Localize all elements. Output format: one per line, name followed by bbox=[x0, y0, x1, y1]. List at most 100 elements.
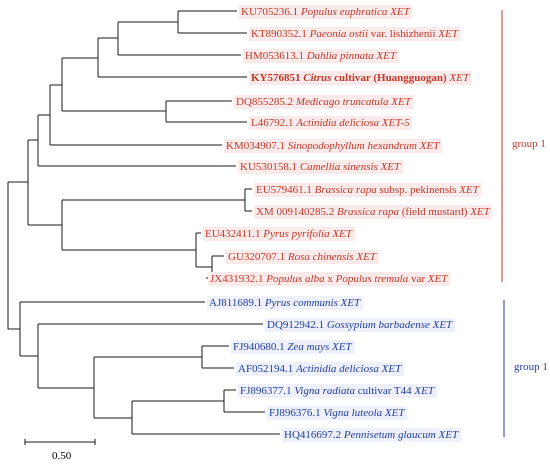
tip-accession: EU579461.1 bbox=[256, 184, 315, 196]
tip-qualifier: cultivar T44 bbox=[355, 385, 412, 397]
tip-qualifier: subsp. pekinensis bbox=[377, 184, 457, 196]
tip-label: JX431932.1 Populus alba x Populus tremul… bbox=[210, 273, 448, 285]
tip-label-bg bbox=[249, 27, 461, 41]
tip-gene: XET bbox=[329, 341, 352, 353]
tip-label: AJ811689.1 Pyrus communis XET bbox=[209, 297, 361, 309]
tip-label: KY576851 Citrus cultivar (Huangguogan) X… bbox=[251, 72, 470, 84]
tip-species: Actinidia deliciosa bbox=[295, 117, 379, 129]
tip-species: Vigna radiata bbox=[294, 385, 355, 397]
tip-label-bg bbox=[238, 160, 404, 174]
tip-gene: XET bbox=[447, 72, 470, 84]
tip-species: Pennisetum glaucum bbox=[343, 429, 436, 441]
tip-accession: XM 009140285.2 bbox=[256, 206, 337, 218]
tip-label-bg bbox=[208, 272, 451, 286]
tip-gene: XET bbox=[430, 319, 453, 331]
tip-label: HQ416697.2 Pennisetum glaucum XET bbox=[284, 429, 459, 441]
tip-species: Rosa chinensis bbox=[287, 251, 354, 263]
tip-species: Vigna luteola bbox=[323, 407, 382, 419]
tip-gene: XET bbox=[388, 96, 411, 108]
tip-label: KT890352.1 Paeonia ostii var. lishizheni… bbox=[251, 28, 459, 40]
tip-gene: XET bbox=[412, 385, 435, 397]
tip-label-bg bbox=[236, 362, 405, 376]
tip-accession: KM034907.1 bbox=[226, 140, 288, 152]
tip-label-bg bbox=[249, 116, 413, 130]
tip-label: AF052194.1 Actinidia deliciosa XET bbox=[238, 363, 402, 375]
tip-label: EU432411.1 Pyrus pyrifolia XET bbox=[205, 228, 353, 240]
tip-label: GU320707.1 Rosa chinensis XET bbox=[228, 251, 377, 263]
tip-gene: XET bbox=[387, 6, 410, 18]
tip-label-bg bbox=[226, 250, 379, 264]
tip-label-bg bbox=[231, 340, 355, 354]
tip-label-bg bbox=[267, 406, 408, 420]
tip-species: Actinidia deliciosa bbox=[295, 363, 379, 375]
tip-gene: XET bbox=[374, 50, 397, 62]
tip-gene: XET bbox=[417, 140, 440, 152]
tip-gene: XET bbox=[436, 429, 459, 441]
tip-label-bg bbox=[243, 49, 399, 63]
tip-accession: JX431932.1 bbox=[210, 273, 266, 285]
group-1-label: group 1 bbox=[512, 138, 546, 150]
tip-species: Sinopodophyllum hexandrum bbox=[288, 140, 417, 152]
tip-accession: KU530158.1 bbox=[240, 161, 300, 173]
tip-label: L46792.1 Actinidia deliciosa XET-5 bbox=[251, 117, 410, 129]
scale-bar-label: 0.50 bbox=[52, 450, 72, 462]
tip-accession: HQ416697.2 bbox=[284, 429, 344, 441]
tip-accession: KT890352.1 bbox=[251, 28, 310, 40]
tip-species: Pyrus pyrifolia bbox=[262, 228, 330, 240]
group-brackets: group 1 group 1 bbox=[501, 10, 548, 437]
tip-label: XM 009140285.2 Brassica rapa (field must… bbox=[256, 206, 491, 218]
tip-accession: KY576851 bbox=[251, 72, 303, 84]
tip-label: EU579461.1 Brassica rapa subsp. pekinens… bbox=[256, 184, 480, 196]
tip-species: Camellia sinensis bbox=[300, 161, 378, 173]
group-2-label: group 1 bbox=[514, 361, 548, 373]
tip-species: Populus alba bbox=[265, 273, 325, 285]
tip-gene: XET bbox=[338, 297, 361, 309]
tip-accession: HM053613.1 bbox=[245, 50, 307, 62]
tip-gene: XET-5 bbox=[379, 117, 410, 129]
tip-species: Brassica rapa bbox=[315, 184, 378, 196]
tip-label-bg bbox=[282, 428, 462, 442]
tip-gene: XET bbox=[425, 273, 448, 285]
tip-label: FJ940680.1 Zea mays XET bbox=[233, 341, 352, 353]
tip-species: Citrus bbox=[303, 72, 331, 84]
tip-accession: L46792.1 bbox=[251, 117, 296, 129]
tip-label-bg bbox=[207, 296, 364, 310]
tip-label-bg bbox=[224, 139, 443, 153]
tip-label-bg bbox=[239, 5, 413, 19]
tip-label: DQ912942.1 Gossypium barbadense XET bbox=[267, 319, 453, 331]
tip-species: Brassica rapa bbox=[337, 206, 400, 218]
tip-qualifier: cultivar (Huangguogan) bbox=[331, 72, 447, 84]
tip-accession: DQ912942.1 bbox=[267, 319, 327, 331]
tip-label: FJ896376.1 Vigna luteola XET bbox=[269, 407, 405, 419]
tip-qualifier: x bbox=[325, 273, 334, 285]
tip-gene: XET bbox=[330, 228, 353, 240]
tip-accession: KU705236.1 bbox=[241, 6, 301, 18]
tip-label: KU530158.1 Camellia sinensis XET bbox=[240, 161, 401, 173]
tip-label-bg bbox=[234, 95, 414, 109]
tip-gene: XET bbox=[456, 184, 479, 196]
tip-accession: DQ855285.2 bbox=[236, 96, 296, 108]
tip-label-bg bbox=[238, 384, 437, 398]
tip-species: Pyrus communis bbox=[264, 297, 338, 309]
tip-accession: AJ811689.1 bbox=[209, 297, 265, 309]
tip-gene: XET bbox=[467, 206, 490, 218]
tip-species-2: Populus tremula bbox=[333, 273, 409, 285]
tip-species: Gossypium barbadense bbox=[327, 319, 430, 331]
tip-label: FJ896377.1 Vigna radiata cultivar T44 XE… bbox=[240, 385, 435, 397]
tip-gene: XET bbox=[378, 161, 401, 173]
tip-qualifier: var. lishizhenii bbox=[368, 28, 436, 40]
tip-label-bg bbox=[203, 227, 355, 241]
tip-labels: KU705236.1 Populus euphratica XET KT89035… bbox=[203, 5, 493, 442]
tip-accession: FJ896377.1 bbox=[240, 385, 294, 397]
tip-accession: GU320707.1 bbox=[228, 251, 288, 263]
tip-label-bg bbox=[249, 71, 472, 85]
tip-species: Populus euphratica bbox=[300, 6, 388, 18]
tip-accession: EU432411.1 bbox=[205, 228, 263, 240]
tip-species: Medicago truncatula bbox=[295, 96, 389, 108]
scale-bar: 0.50 bbox=[24, 439, 96, 462]
tip-qualifier-2: var bbox=[408, 273, 425, 285]
tip-species: Zea mays bbox=[287, 341, 329, 353]
tip-gene: XET bbox=[379, 363, 402, 375]
tip-label: DQ855285.2 Medicago truncatula XET bbox=[236, 96, 412, 108]
